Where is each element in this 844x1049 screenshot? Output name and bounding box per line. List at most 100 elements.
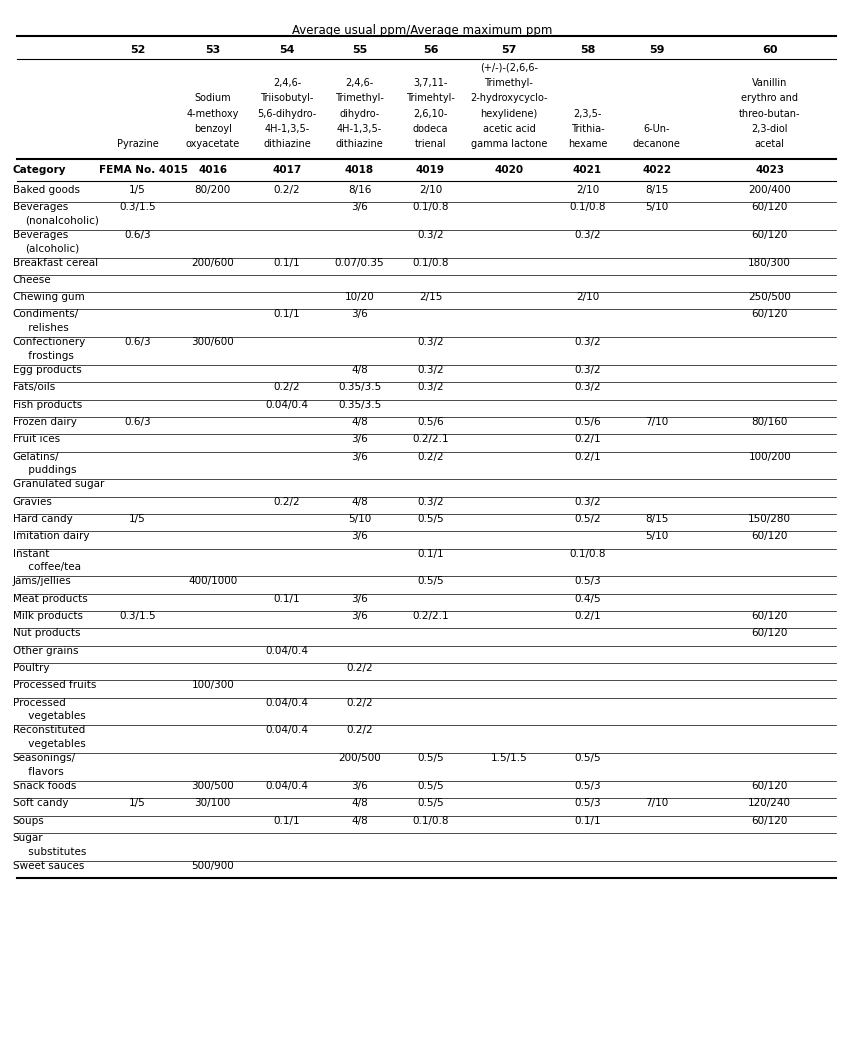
Text: 0.35/3.5: 0.35/3.5 [338,400,381,410]
Text: Triisobutyl-: Triisobutyl- [260,93,314,104]
Text: 10/20: 10/20 [344,292,375,302]
Text: 2/15: 2/15 [419,292,442,302]
Text: 3/6: 3/6 [351,309,368,320]
Text: puddings: puddings [25,465,77,475]
Text: substitutes: substitutes [25,847,87,857]
Text: flavors: flavors [25,767,64,777]
Text: dithiazine: dithiazine [336,140,383,149]
Text: 55: 55 [352,45,367,56]
Text: 120/240: 120/240 [749,798,791,809]
Text: 3/6: 3/6 [351,434,368,445]
Text: 0.2/2.1: 0.2/2.1 [412,434,449,445]
Text: 60/120: 60/120 [751,230,788,240]
Text: 4/8: 4/8 [351,365,368,376]
Text: 60: 60 [762,45,777,56]
Text: Category: Category [13,165,66,175]
Text: 1.5/1.5: 1.5/1.5 [490,753,528,764]
Text: Gelatins/: Gelatins/ [13,451,59,462]
Text: 0.1/1: 0.1/1 [574,815,601,826]
Text: 0.1/1: 0.1/1 [273,309,300,320]
Text: vegetables: vegetables [25,711,86,722]
Text: 0.5/5: 0.5/5 [417,798,444,809]
Text: Beverages: Beverages [13,230,68,240]
Text: 7/10: 7/10 [645,416,668,427]
Text: 0.3/2: 0.3/2 [574,337,601,347]
Text: 180/300: 180/300 [749,258,791,267]
Text: oxyacetate: oxyacetate [186,140,240,149]
Text: 4-methoxy: 4-methoxy [187,109,239,119]
Text: 0.1/1: 0.1/1 [273,258,300,267]
Text: 0.2/1: 0.2/1 [574,434,601,445]
Text: 5/10: 5/10 [645,201,668,212]
Text: 3/6: 3/6 [351,451,368,462]
Text: 100/300: 100/300 [192,680,234,690]
Text: coffee/tea: coffee/tea [25,562,81,573]
Text: 200/500: 200/500 [338,753,381,764]
Text: 4018: 4018 [345,165,374,175]
Text: 7/10: 7/10 [645,798,668,809]
Text: acetic acid: acetic acid [483,124,535,134]
Text: 0.1/1: 0.1/1 [417,549,444,559]
Text: acetal: acetal [755,140,785,149]
Text: 53: 53 [205,45,220,56]
Text: Condiments/: Condiments/ [13,309,78,320]
Text: Fats/oils: Fats/oils [13,382,55,392]
Text: Baked goods: Baked goods [13,185,79,195]
Text: 2,4,6-: 2,4,6- [345,79,374,88]
Text: 150/280: 150/280 [749,514,791,524]
Text: 0.5/3: 0.5/3 [574,780,601,791]
Text: Sugar: Sugar [13,833,43,843]
Text: 4016: 4016 [198,165,227,175]
Text: Reconstituted: Reconstituted [13,725,85,735]
Text: dithiazine: dithiazine [263,140,311,149]
Text: 0.3/2: 0.3/2 [574,230,601,240]
Text: 0.04/0.4: 0.04/0.4 [266,698,308,708]
Text: 0.3/2: 0.3/2 [417,230,444,240]
Text: 0.04/0.4: 0.04/0.4 [266,780,308,791]
Text: dodeca: dodeca [413,124,448,134]
Text: 3/6: 3/6 [351,594,368,604]
Text: Imitation dairy: Imitation dairy [13,531,89,541]
Text: 0.5/5: 0.5/5 [417,780,444,791]
Text: Processed fruits: Processed fruits [13,680,96,690]
Text: 60/120: 60/120 [751,201,788,212]
Text: 0.3/2: 0.3/2 [417,365,444,376]
Text: 300/600: 300/600 [192,337,234,347]
Text: 2/10: 2/10 [576,185,599,195]
Text: 0.2/2.1: 0.2/2.1 [412,611,449,621]
Text: Trimehtyl-: Trimehtyl- [406,93,455,104]
Text: Poultry: Poultry [13,663,49,673]
Text: 0.07/0.35: 0.07/0.35 [335,258,384,267]
Text: 3/6: 3/6 [351,611,368,621]
Text: 4/8: 4/8 [351,496,368,507]
Text: 0.04/0.4: 0.04/0.4 [266,400,308,410]
Text: 80/200: 80/200 [195,185,230,195]
Text: 8/16: 8/16 [348,185,371,195]
Text: 0.1/1: 0.1/1 [273,594,300,604]
Text: 4H-1,3,5-: 4H-1,3,5- [337,124,382,134]
Text: 0.3/2: 0.3/2 [417,337,444,347]
Text: 4H-1,3,5-: 4H-1,3,5- [264,124,310,134]
Text: 2,4,6-: 2,4,6- [273,79,301,88]
Text: Seasonings/: Seasonings/ [13,753,76,764]
Text: 0.1/0.8: 0.1/0.8 [569,549,606,559]
Text: Trithia-: Trithia- [571,124,604,134]
Text: 52: 52 [130,45,145,56]
Text: 0.3/1.5: 0.3/1.5 [119,201,156,212]
Text: 0.6/3: 0.6/3 [124,230,151,240]
Text: Processed: Processed [13,698,66,708]
Text: trienal: trienal [414,140,446,149]
Text: 56: 56 [423,45,438,56]
Text: 60/120: 60/120 [751,780,788,791]
Text: decanone: decanone [633,140,680,149]
Text: 2/10: 2/10 [419,185,442,195]
Text: 3/6: 3/6 [351,531,368,541]
Text: Soft candy: Soft candy [13,798,68,809]
Text: 60/120: 60/120 [751,531,788,541]
Text: hexame: hexame [568,140,607,149]
Text: 4/8: 4/8 [351,416,368,427]
Text: 0.3/2: 0.3/2 [574,382,601,392]
Text: 400/1000: 400/1000 [188,576,237,586]
Text: Instant: Instant [13,549,49,559]
Text: 0.5/5: 0.5/5 [417,514,444,524]
